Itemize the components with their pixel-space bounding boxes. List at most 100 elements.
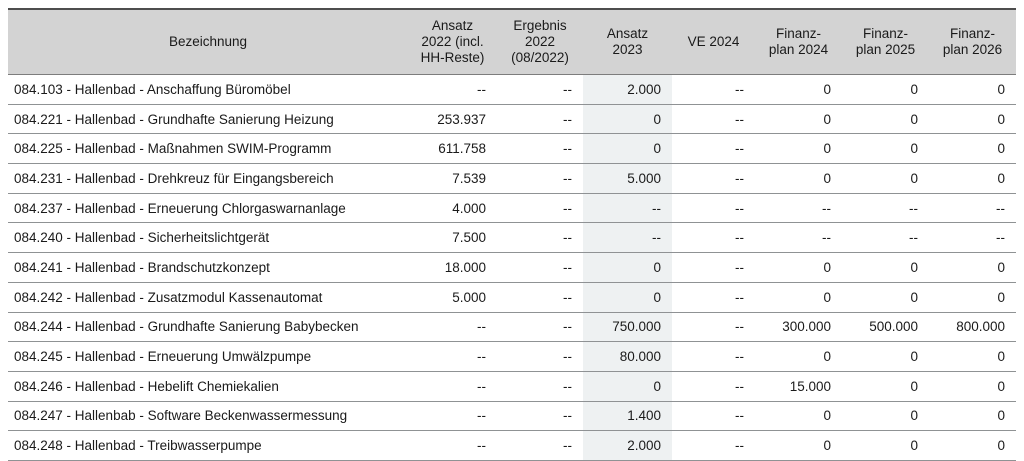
value-cell-finanzplan-2024: 0 <box>755 401 842 432</box>
value-cell-finanzplan-2026: 0 <box>929 341 1016 372</box>
value-cell-ergebnis-2022: -- <box>497 282 583 313</box>
row-label-cell: 084.221 - Hallenbad - Grundhafte Sanieru… <box>8 104 408 135</box>
table-row: 084.245 - Hallenbad - Erneuerung Umwälzp… <box>8 341 1016 372</box>
value-cell-ansatz-2023: 0 <box>583 282 672 313</box>
value-cell-ansatz-2022: 7.539 <box>408 163 497 194</box>
value-cell-ansatz-2022: 7.500 <box>408 222 497 254</box>
value-cell-finanzplan-2025: 500.000 <box>842 312 929 343</box>
value-cell-ansatz-2023: 5.000 <box>583 163 672 194</box>
value-cell-finanzplan-2025: 0 <box>842 430 929 461</box>
table-row: 084.237 - Hallenbad - Erneuerung Chlorga… <box>8 193 1016 224</box>
value-cell-finanzplan-2025: 0 <box>842 252 929 283</box>
value-cell-finanzplan-2025: 0 <box>842 401 929 432</box>
value-cell-finanzplan-2025: 0 <box>842 104 929 135</box>
row-label-cell: 084.240 - Hallenbad - Sicherheitslichtge… <box>8 222 408 254</box>
value-cell-ansatz-2022: 253.937 <box>408 104 497 135</box>
value-cell-finanzplan-2024: 0 <box>755 252 842 283</box>
value-cell-ansatz-2023: 2.000 <box>583 74 672 105</box>
value-cell-ve-2024: -- <box>672 341 755 372</box>
value-cell-ansatz-2023: -- <box>583 193 672 224</box>
value-cell-finanzplan-2026: 800.000 <box>929 312 1016 343</box>
value-cell-finanzplan-2024: 0 <box>755 430 842 461</box>
column-header-finanzplan-2026: Finanz- plan 2026 <box>929 9 1016 75</box>
value-cell-ergebnis-2022: -- <box>497 74 583 105</box>
row-label-cell: 084.248 - Hallenbad - Treibwasserpumpe <box>8 430 408 461</box>
value-cell-ansatz-2023: -- <box>583 222 672 254</box>
value-cell-ve-2024: -- <box>672 222 755 254</box>
value-cell-finanzplan-2026: 0 <box>929 401 1016 432</box>
row-label-cell: 084.247 - Hallenbab - Software Beckenwas… <box>8 401 408 432</box>
value-cell-ve-2024: -- <box>672 74 755 105</box>
value-cell-ansatz-2022: 611.758 <box>408 133 497 165</box>
value-cell-finanzplan-2025: 0 <box>842 74 929 105</box>
value-cell-finanzplan-2026: -- <box>929 193 1016 224</box>
table-row: 084.242 - Hallenbad - Zusatzmodul Kassen… <box>8 282 1016 313</box>
value-cell-ansatz-2023: 0 <box>583 371 672 402</box>
value-cell-finanzplan-2026: 0 <box>929 104 1016 135</box>
table-row: 084.246 - Hallenbad - Hebelift Chemiekal… <box>8 371 1016 402</box>
value-cell-finanzplan-2024: 0 <box>755 104 842 135</box>
row-label-cell: 084.246 - Hallenbad - Hebelift Chemiekal… <box>8 371 408 402</box>
value-cell-finanzplan-2026: 0 <box>929 430 1016 461</box>
value-cell-ansatz-2022: -- <box>408 430 497 461</box>
value-cell-ergebnis-2022: -- <box>497 312 583 343</box>
column-header-finanzplan-2025: Finanz- plan 2025 <box>842 9 929 75</box>
value-cell-ve-2024: -- <box>672 282 755 313</box>
row-label-cell: 084.241 - Hallenbad - Brandschutzkonzept <box>8 252 408 283</box>
value-cell-ansatz-2022: -- <box>408 401 497 432</box>
column-header-finanzplan-2024: Finanz- plan 2024 <box>755 9 842 75</box>
value-cell-ergebnis-2022: -- <box>497 430 583 461</box>
value-cell-finanzplan-2025: -- <box>842 222 929 254</box>
value-cell-ansatz-2023: 0 <box>583 133 672 165</box>
column-header-ve-2024: VE 2024 <box>672 9 755 75</box>
value-cell-ansatz-2023: 2.000 <box>583 430 672 461</box>
value-cell-finanzplan-2025: 0 <box>842 371 929 402</box>
row-label-cell: 084.237 - Hallenbad - Erneuerung Chlorga… <box>8 193 408 224</box>
row-label-cell: 084.231 - Hallenbad - Drehkreuz für Eing… <box>8 163 408 194</box>
value-cell-finanzplan-2026: 0 <box>929 133 1016 165</box>
value-cell-ergebnis-2022: -- <box>497 222 583 254</box>
value-cell-finanzplan-2026: 0 <box>929 252 1016 283</box>
value-cell-ve-2024: -- <box>672 371 755 402</box>
value-cell-ergebnis-2022: -- <box>497 252 583 283</box>
column-header-ansatz-2022: Ansatz 2022 (incl. HH-Reste) <box>408 9 497 75</box>
row-label-cell: 084.225 - Hallenbad - Maßnahmen SWIM-Pro… <box>8 133 408 165</box>
value-cell-ansatz-2022: -- <box>408 371 497 402</box>
table-body: 084.103 - Hallenbad - Anschaffung Büromö… <box>8 74 1016 461</box>
row-label-cell: 084.244 - Hallenbad - Grundhafte Sanieru… <box>8 312 408 343</box>
value-cell-ansatz-2022: 4.000 <box>408 193 497 224</box>
table-header: Bezeichnung Ansatz 2022 (incl. HH-Reste) E… <box>8 9 1016 75</box>
value-cell-ansatz-2023: 0 <box>583 252 672 283</box>
value-cell-finanzplan-2024: 0 <box>755 282 842 313</box>
value-cell-ve-2024: -- <box>672 163 755 194</box>
value-cell-ergebnis-2022: -- <box>497 341 583 372</box>
value-cell-ansatz-2022: -- <box>408 312 497 343</box>
value-cell-ve-2024: -- <box>672 104 755 135</box>
value-cell-ve-2024: -- <box>672 430 755 461</box>
column-header-ansatz-2023: Ansatz 2023 <box>583 9 672 75</box>
value-cell-finanzplan-2024: 0 <box>755 163 842 194</box>
value-cell-ergebnis-2022: -- <box>497 193 583 224</box>
value-cell-ansatz-2023: 750.000 <box>583 312 672 343</box>
table-row: 084.225 - Hallenbad - Maßnahmen SWIM-Pro… <box>8 133 1016 165</box>
value-cell-finanzplan-2024: 0 <box>755 74 842 105</box>
value-cell-finanzplan-2026: 0 <box>929 163 1016 194</box>
table-row: 084.247 - Hallenbab - Software Beckenwas… <box>8 401 1016 432</box>
value-cell-ve-2024: -- <box>672 252 755 283</box>
value-cell-ergebnis-2022: -- <box>497 163 583 194</box>
value-cell-ergebnis-2022: -- <box>497 401 583 432</box>
value-cell-finanzplan-2026: 0 <box>929 282 1016 313</box>
row-label-cell: 084.245 - Hallenbad - Erneuerung Umwälzp… <box>8 341 408 372</box>
value-cell-ansatz-2023: 80.000 <box>583 341 672 372</box>
value-cell-ve-2024: -- <box>672 133 755 165</box>
value-cell-ve-2024: -- <box>672 401 755 432</box>
value-cell-finanzplan-2025: 0 <box>842 133 929 165</box>
value-cell-ansatz-2023: 1.400 <box>583 401 672 432</box>
value-cell-ergebnis-2022: -- <box>497 133 583 165</box>
value-cell-ansatz-2022: 5.000 <box>408 282 497 313</box>
row-label-cell: 084.103 - Hallenbad - Anschaffung Büromö… <box>8 74 408 105</box>
value-cell-finanzplan-2025: -- <box>842 193 929 224</box>
value-cell-finanzplan-2026: -- <box>929 222 1016 254</box>
table-header-row: Bezeichnung Ansatz 2022 (incl. HH-Reste) E… <box>8 9 1016 75</box>
